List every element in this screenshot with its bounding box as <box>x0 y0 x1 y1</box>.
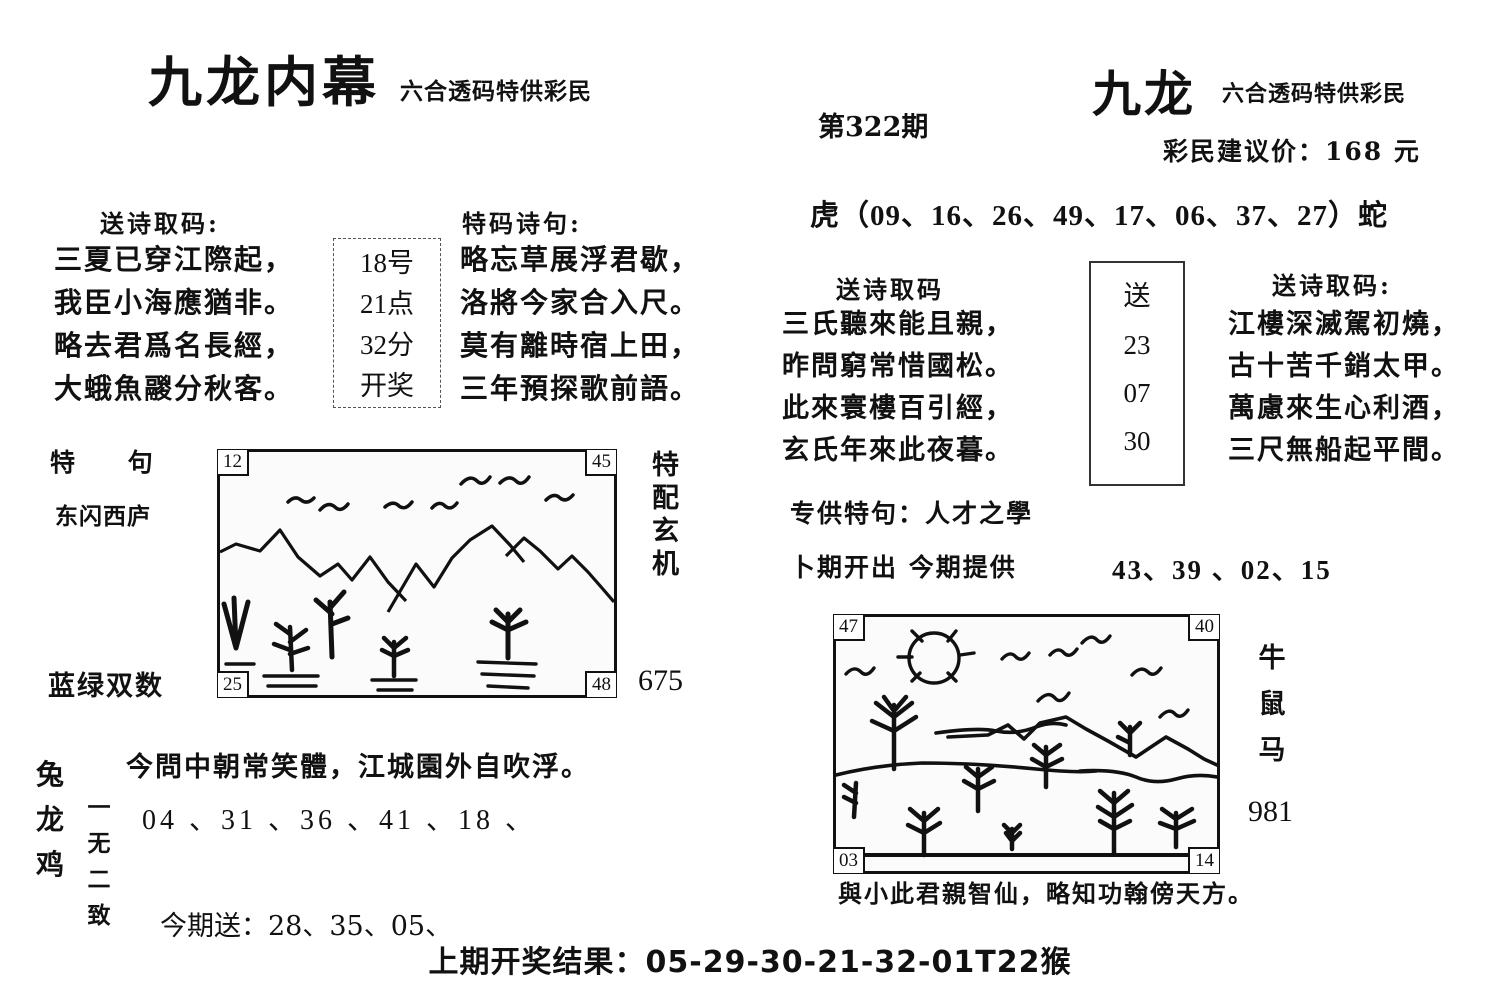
poem-line: 洛將今家合入尺。 <box>460 286 701 319</box>
corner-number-top-right: 45 <box>585 450 616 476</box>
right-page-title: 九龙 <box>1092 65 1197 123</box>
left-motto-column: 一 无 二 致 <box>84 790 114 934</box>
sun-hill-scene-drawing <box>836 617 1217 871</box>
special-poem-heading: 特码诗句: <box>462 209 582 238</box>
corner-number-top-right: 40 <box>1188 615 1219 641</box>
zodiac-item: 马 <box>1258 735 1286 766</box>
draw-minute: 32分 <box>360 330 414 360</box>
left-poem-body: 三夏已穿江際起， 我臣小海應猶非。 略去君爲名長經， 大蛾魚鬷分秋客。 <box>54 238 294 410</box>
corner-number-top-left: 12 <box>218 450 249 476</box>
right-poem2-heading: 送诗取码: <box>1272 271 1392 300</box>
poem-line: 略去君爲名長經， <box>54 329 295 362</box>
poem-line: 三年預探歌前語。 <box>460 372 701 405</box>
poem-line: 玄氏年來此夜暮。 <box>782 435 1014 466</box>
right-page-subtitle: 六合透码特供彩民 <box>1222 81 1407 107</box>
zodiac-item: 牛 <box>1258 643 1286 674</box>
send-number: 07 <box>1123 378 1151 408</box>
zodiac-number-range: 虎（09、16、26、49、17、06、37、27）蛇 <box>810 200 1389 232</box>
poem-line: 我臣小海應猶非。 <box>54 286 295 319</box>
special-phrase-line: 专供特句：人才之學 <box>790 499 1034 528</box>
left-page-subtitle: 六合透码特供彩民 <box>400 78 592 105</box>
send-number-box: 送 23 07 30 <box>1089 261 1185 486</box>
color-hint-label: 蓝绿双数 <box>48 671 164 702</box>
motto-char: 二 <box>87 866 111 893</box>
right-poem1-body: 三氏聽來能且親， 昨問窮常惜國松。 此來寰樓百引經， 玄氏年來此夜暮。 <box>782 304 1014 472</box>
poem-line: 古十苦千銷太甲。 <box>1228 351 1460 382</box>
send-number: 30 <box>1123 426 1151 456</box>
draw-day: 18号 <box>360 248 414 278</box>
right-code-number: 981 <box>1248 795 1293 828</box>
left-page-title: 九龙内幕 <box>148 50 380 114</box>
te-ju-label: 特 句 <box>50 448 175 477</box>
poem-line: 三夏已穿江際起， <box>54 243 295 276</box>
draw-time-box: 18号 21点 32分 开奖 <box>333 238 441 408</box>
right-illustration: 47 40 03 14 <box>833 614 1220 874</box>
corner-number-bottom-right: 14 <box>1188 847 1219 873</box>
left-zodiac-column: 兔 龙 鸡 <box>32 752 68 887</box>
right-poem2-body: 江樓深滅駕初燒， 古十苦千銷太甲。 萬慮來生心利酒， 三尺無船起平間。 <box>1228 304 1460 472</box>
provide-label-line: 卜期开出 今期提供 <box>790 553 1017 582</box>
left-illustration: 12 45 25 48 <box>217 449 617 698</box>
motto-char: 一 <box>87 794 111 821</box>
poem-line: 萬慮來生心利酒， <box>1228 393 1460 424</box>
corner-number-bottom-left: 03 <box>834 847 865 873</box>
provide-number-list: 43、39 、02、15 <box>1112 555 1332 585</box>
te-ju-value: 东闪西庐 <box>55 503 151 530</box>
previous-draw-result: 上期开奖结果：05-29-30-21-32-01T22猴 <box>428 945 1072 980</box>
zodiac-item: 兔 <box>35 758 64 791</box>
left-poem-heading: 送诗取码: <box>100 209 220 238</box>
suggested-price: 彩民建议价：168 元 <box>1163 137 1421 166</box>
motto-char: 无 <box>87 830 111 857</box>
mountain-scene-drawing <box>220 452 614 695</box>
poem-line: 莫有離時宿上田， <box>460 329 701 362</box>
te-pei-xuan-ji-label: 特配玄机 <box>647 450 678 582</box>
motto-char: 致 <box>87 902 111 929</box>
poem-line: 三氏聽來能且親， <box>782 309 1014 340</box>
zodiac-item: 龙 <box>35 803 64 836</box>
poem-line: 略忘草展浮君歇， <box>460 243 701 276</box>
draw-label: 开奖 <box>360 371 414 401</box>
right-verse-line: 與小此君親智仙，略知功翰傍天方。 <box>838 879 1254 908</box>
poem-line: 江樓深滅駕初燒， <box>1228 309 1460 340</box>
corner-number-bottom-right: 48 <box>585 671 616 697</box>
draw-hour: 21点 <box>360 289 414 319</box>
special-poem-body: 略忘草展浮君歇， 洛將今家合入尺。 莫有離時宿上田， 三年預探歌前語。 <box>460 238 700 410</box>
left-number-list: 04 、31 、36 、41 、18 、 <box>142 805 538 836</box>
send-label: 送 <box>1123 281 1151 312</box>
issue-number: 第322期 <box>818 112 929 143</box>
right-poem1-heading: 送诗取码 <box>836 275 944 304</box>
poem-line: 三尺無船起平間。 <box>1228 435 1460 466</box>
left-verse-line: 今問中朝常笑體，江城園外自吹浮。 <box>126 752 590 783</box>
left-send-numbers: 今期送：28、35、05、 <box>160 911 453 942</box>
corner-number-top-left: 47 <box>834 615 865 641</box>
send-number: 23 <box>1123 330 1151 360</box>
poem-line: 此來寰樓百引經， <box>782 393 1014 424</box>
zodiac-item: 鸡 <box>35 848 64 881</box>
right-zodiac-column: 牛 鼠 马 <box>1252 636 1292 774</box>
corner-number-bottom-left: 25 <box>218 671 249 697</box>
poem-line: 昨問窮常惜國松。 <box>782 351 1014 382</box>
left-code-number: 675 <box>638 664 683 697</box>
zodiac-item: 鼠 <box>1258 689 1286 720</box>
poem-line: 大蛾魚鬷分秋客。 <box>54 372 295 405</box>
